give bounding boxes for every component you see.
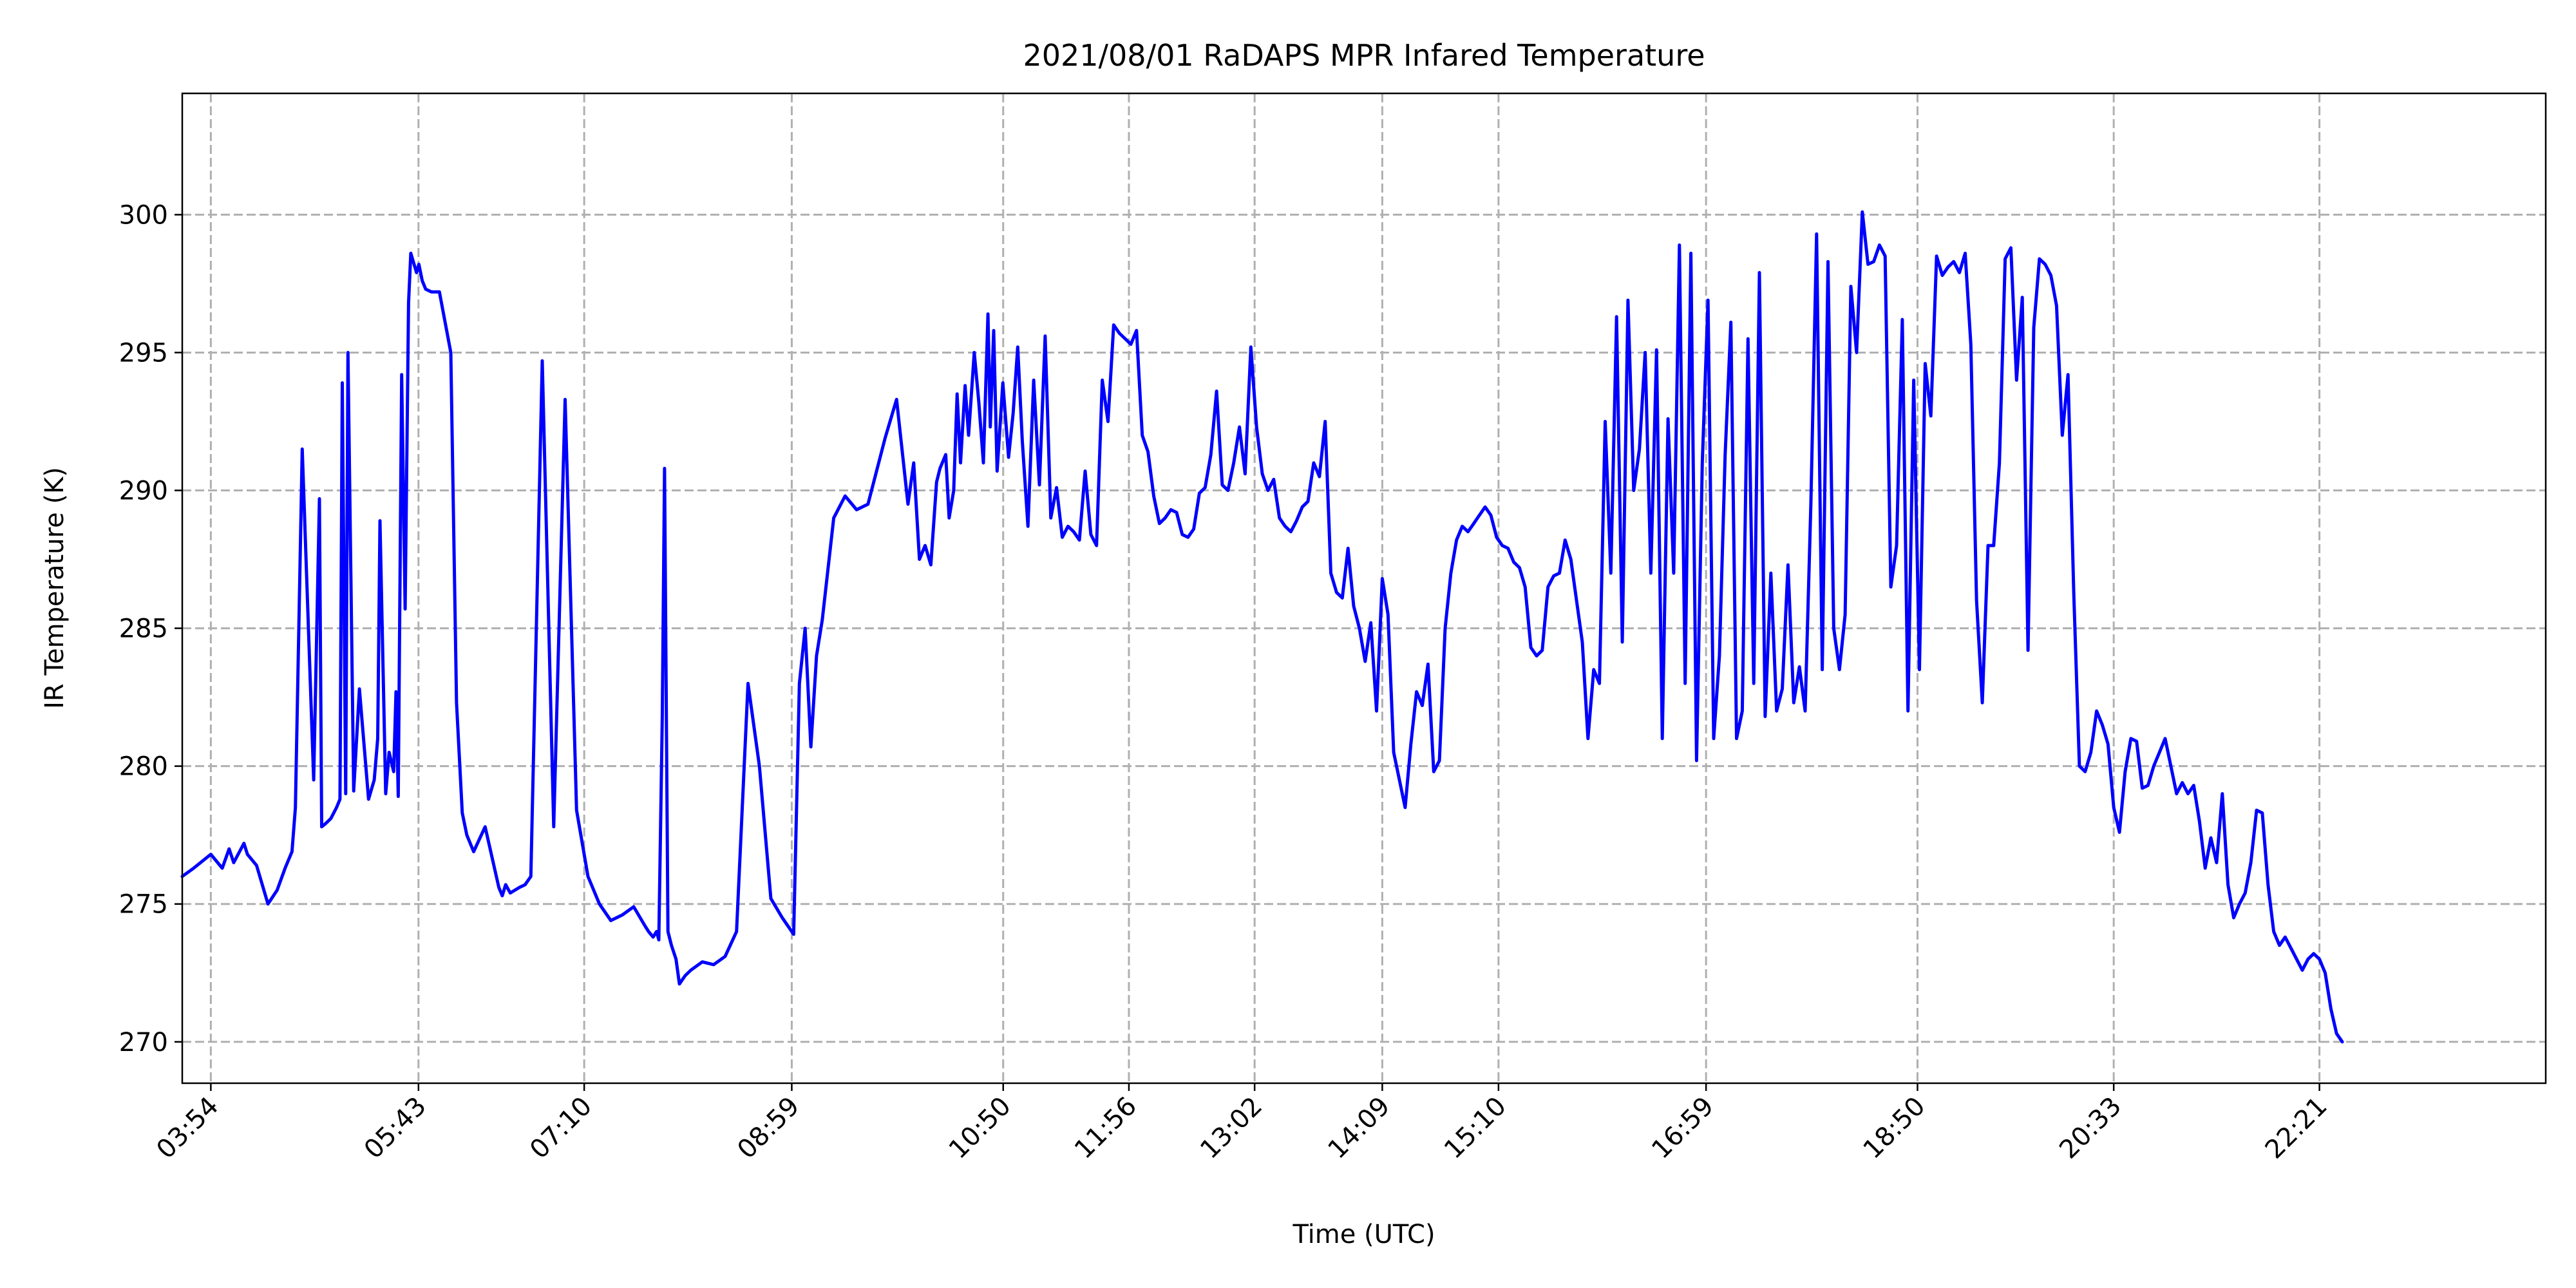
y-tick-label: 280 — [119, 752, 168, 782]
x-tick-label: 14:09 — [1322, 1092, 1396, 1165]
y-tick-label: 300 — [119, 200, 168, 230]
grid — [182, 93, 2546, 1083]
x-tick-label: 13:02 — [1195, 1092, 1268, 1165]
x-tick-label: 08:59 — [732, 1092, 805, 1165]
x-tick-label: 10:50 — [943, 1092, 1017, 1165]
x-tick-label: 18:50 — [1857, 1092, 1931, 1165]
y-tick-label: 295 — [119, 338, 168, 368]
y-tick-label: 270 — [119, 1028, 168, 1057]
plot-frame — [181, 92, 2547, 1084]
x-tick-label: 03:54 — [151, 1092, 224, 1165]
temperature-series-line — [180, 210, 2344, 1044]
y-tick-label: 285 — [119, 614, 168, 644]
y-tick-label: 275 — [119, 890, 168, 920]
y-tick-label: 290 — [119, 477, 168, 506]
series-layer — [180, 210, 2344, 1044]
x-tick-label: 07:10 — [524, 1092, 598, 1165]
x-axis: 03:54 05:43 07:10 08:59 10:50 11:56 13:02 14:09… — [151, 1083, 2333, 1165]
x-tick-label: 15:10 — [1439, 1092, 1512, 1165]
x-tick-label: 05:43 — [359, 1092, 432, 1165]
x-tick-label: 11:56 — [1069, 1092, 1142, 1165]
x-tick-label: 22:21 — [2260, 1092, 2333, 1165]
y-axis: 270 275 280 285 290 295 300 — [119, 200, 182, 1057]
chart-title: 2021/08/01 RaDAPS MPR Infared Temperatur… — [1023, 38, 1705, 73]
x-axis-label: Time (UTC) — [1292, 1220, 1435, 1249]
x-tick-label: 20:33 — [2054, 1092, 2127, 1165]
x-tick-label: 16:59 — [1646, 1092, 1719, 1165]
y-axis-label: IR Temperature (K) — [40, 467, 70, 709]
